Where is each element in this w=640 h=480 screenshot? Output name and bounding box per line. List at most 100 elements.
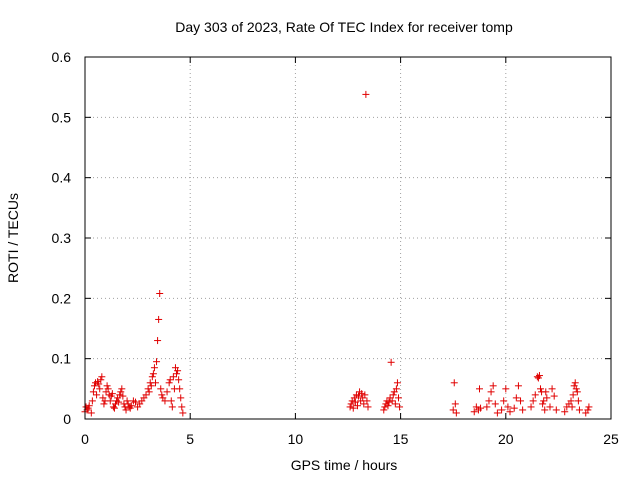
data-point <box>347 400 355 408</box>
data-point <box>168 403 176 411</box>
data-point <box>363 397 371 405</box>
data-point <box>392 385 400 393</box>
data-point <box>142 391 150 399</box>
data-point <box>546 403 554 411</box>
data-point <box>124 400 132 408</box>
data-point <box>175 376 183 384</box>
data-point <box>176 385 184 393</box>
data-point <box>489 382 497 390</box>
data-point <box>95 380 103 388</box>
chart-title: Day 303 of 2023, Rate Of TEC Index for r… <box>175 19 513 35</box>
data-point <box>360 400 368 408</box>
data-point <box>153 358 161 366</box>
axis-ticks: 0 5 10 15 20 25 0 0.1 0.2 0.3 0.4 0.5 0.6 <box>52 49 619 447</box>
data-point <box>573 388 581 396</box>
y-tick-label: 0.5 <box>52 109 72 125</box>
data-point <box>177 394 185 402</box>
data-point <box>483 403 491 411</box>
data-point <box>506 408 514 416</box>
data-point <box>127 402 135 410</box>
data-point <box>585 403 593 411</box>
y-axis-label: ROTI / TECUs <box>5 193 21 283</box>
data-point <box>476 385 483 393</box>
data-point <box>550 392 558 400</box>
data-point <box>568 403 576 411</box>
data-point <box>97 376 105 384</box>
data-point <box>179 409 187 417</box>
data-point <box>158 391 166 399</box>
x-tick-label: 5 <box>186 431 194 447</box>
data-point <box>108 390 116 398</box>
data-point <box>539 400 547 408</box>
data-point <box>391 400 399 408</box>
data-point <box>169 373 177 381</box>
data-point <box>381 403 389 411</box>
data-point <box>575 406 583 414</box>
x-tick-label: 0 <box>81 431 89 447</box>
y-tick-label: 0.2 <box>52 290 72 306</box>
data-point <box>154 337 162 345</box>
data-point <box>349 404 357 412</box>
data-point <box>561 408 569 416</box>
data-point <box>122 406 130 414</box>
data-point <box>362 90 370 98</box>
data-point <box>552 406 560 414</box>
data-point <box>529 397 537 405</box>
data-point <box>502 385 510 393</box>
data-point <box>470 408 478 416</box>
data-point <box>149 370 157 378</box>
data-point <box>548 385 556 393</box>
data-point <box>93 391 101 399</box>
data-point <box>500 397 508 405</box>
data-point <box>100 400 108 408</box>
y-tick-label: 0.4 <box>52 170 72 186</box>
data-point <box>510 404 518 412</box>
data-point <box>165 379 173 387</box>
data-point <box>571 379 579 387</box>
data-point <box>88 397 96 405</box>
data-point <box>89 388 97 396</box>
data-point <box>541 406 549 414</box>
y-tick-label: 0.6 <box>52 49 72 65</box>
data-point <box>145 388 153 396</box>
data-point <box>396 403 404 411</box>
data-point <box>148 373 156 381</box>
data-point <box>394 394 402 402</box>
data-point <box>498 406 506 414</box>
data-point <box>96 385 104 393</box>
data-point <box>385 398 393 406</box>
data-point <box>572 385 580 393</box>
x-tick-label: 15 <box>393 431 409 447</box>
data-point <box>167 397 175 405</box>
data-point <box>112 400 120 408</box>
data-point <box>174 367 182 375</box>
data-point <box>514 382 522 390</box>
data-point <box>157 385 165 393</box>
data-point <box>150 364 158 372</box>
data-point <box>90 382 98 390</box>
data-point <box>131 398 139 406</box>
data-point <box>535 372 543 380</box>
data-point <box>346 403 354 411</box>
data-point <box>173 370 181 378</box>
data-point <box>106 397 114 405</box>
data-point <box>393 379 401 387</box>
data-point <box>485 397 493 405</box>
data-point <box>117 388 125 396</box>
data-point <box>537 385 545 393</box>
data-point <box>389 391 397 399</box>
data-point <box>452 409 460 417</box>
data-point <box>449 406 457 414</box>
data-point <box>166 376 174 384</box>
data-point <box>517 397 525 405</box>
data-point <box>380 406 388 414</box>
data-point <box>388 397 396 405</box>
plot-frame <box>84 56 612 420</box>
data-point <box>151 379 159 387</box>
data-point <box>487 388 495 396</box>
data-point <box>519 406 527 414</box>
data-point <box>384 402 392 410</box>
data-point <box>163 388 171 396</box>
data-point <box>504 403 512 411</box>
